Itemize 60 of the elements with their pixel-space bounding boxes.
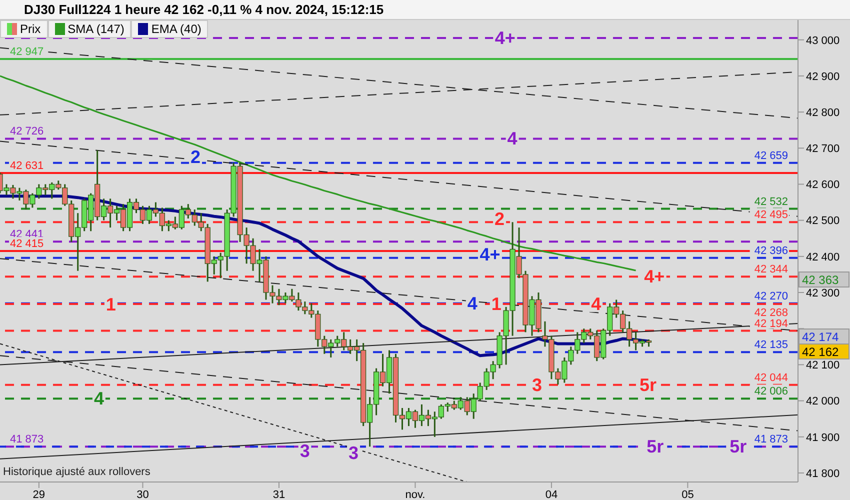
text: 42 174 [802,330,840,344]
ref-line-label: 41 873 [10,434,44,446]
legend-label: Prix [20,22,41,36]
annotation: 4+ [494,28,516,48]
annotation: 4 [94,388,104,409]
x-tick-label: 31 [272,488,286,500]
text: 42 363 [802,273,840,287]
ref-line-label: 42 495 [754,209,788,222]
ref-line-label: 41 873 [754,434,788,446]
annotation: 4 [467,293,478,314]
ref-line-label: 42 268 [754,307,788,320]
annotation: 5r [730,436,747,457]
ref-line-label: 42 135 [754,339,788,352]
annotation: 2 [190,147,201,168]
y-tick-label: 42 600 [806,179,840,192]
x-tick-label: 05 [682,488,694,500]
x-tick-label: nov. [405,488,426,500]
ref-line-label: 42 532 [754,196,788,208]
y-tick-label: 41 900 [806,432,840,444]
y-tick-label: 42 800 [806,106,840,119]
x-tick-label: 29 [32,488,46,500]
annotation: 3 [532,374,542,395]
y-tick-label: 42 300 [806,287,840,300]
y-tick-label: 43 000 [806,34,840,47]
y-tick-label: 42 900 [806,70,840,83]
y-tick-label: 42 000 [806,396,840,408]
annotation: 1 [106,294,116,314]
text: 42 162 [802,345,840,359]
annotation: 2 [494,209,505,230]
y-tick-label: 42 400 [806,251,840,264]
annotation: 3 [348,442,359,463]
y-tick-label: 42 100 [806,360,840,372]
y-tick-label: 42 500 [806,215,840,228]
annotation: 4+ [644,266,665,287]
annotation: 3 [300,440,310,461]
ref-line-label: 42 194 [754,318,788,330]
y-tick-label: 41 800 [806,468,840,480]
chart-title: DJ30 Full1224 1 heure 42 162 -0,11 % 4 nov. 2024, 15:12:15 [0,0,850,20]
legend-label: EMA (40) [151,22,202,36]
ref-line-label: 42 947 [10,46,44,58]
annotation: Historique ajusté aux rollovers [3,466,150,478]
annotation: 5r [646,436,664,457]
annotation: 4 [591,294,602,314]
ref-line-label: 42 396 [754,244,788,257]
y-tick-label: 42 700 [806,143,840,156]
annotation: 1 [491,294,502,314]
x-tick-label: 04 [545,488,558,500]
annotation: 4 [507,128,518,149]
ref-line-label: 42 726 [10,126,44,138]
ref-line-label: 42 270 [754,290,788,302]
legend-label: SMA (147) [68,22,124,36]
ref-line-label: 42 006 [754,386,788,398]
annotation: 4+ [480,244,500,265]
ref-line-label: 42 044 [754,372,788,384]
ref-line-label: 42 344 [754,264,788,276]
ref-line-label: 42 631 [10,160,44,172]
x-tick-label: 30 [136,488,149,500]
ref-line-label: 42 415 [10,238,44,250]
annotation: 5r [639,374,656,395]
ref-line-label: 42 659 [754,150,788,162]
